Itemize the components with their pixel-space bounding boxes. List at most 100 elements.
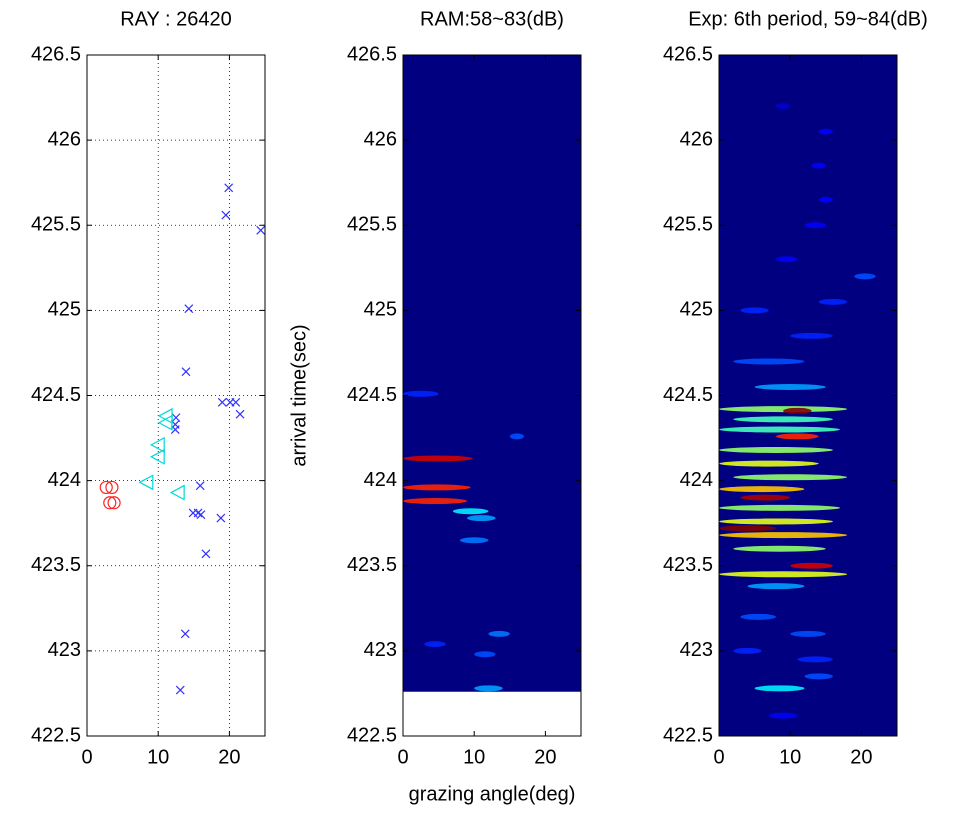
x-tick-label: 10 bbox=[779, 746, 801, 768]
y-tick-label: 426 bbox=[680, 128, 713, 150]
subplot-title: RAY : 26420 bbox=[120, 8, 232, 30]
heatmap-streak bbox=[783, 407, 812, 414]
y-tick-label: 422.5 bbox=[347, 724, 397, 746]
y-tick-label: 424.5 bbox=[31, 384, 81, 406]
heatmap-streak bbox=[719, 486, 805, 493]
y-tick-label: 422.5 bbox=[663, 724, 713, 746]
heatmap-streak bbox=[747, 583, 805, 590]
heatmap-streak bbox=[474, 651, 496, 658]
y-tick-label: 426 bbox=[48, 128, 81, 150]
marker-circle bbox=[99, 480, 113, 495]
marker-x bbox=[235, 409, 245, 419]
heatmap-streak bbox=[740, 613, 776, 620]
x-axis-label: grazing angle(deg) bbox=[409, 783, 576, 805]
subplot-title: RAM:58~83(dB) bbox=[420, 8, 564, 30]
x-tick-label: 10 bbox=[463, 746, 485, 768]
y-tick-label: 423 bbox=[48, 639, 81, 661]
y-tick-label: 424 bbox=[48, 469, 81, 491]
marker-x bbox=[231, 397, 241, 407]
y-tick-label: 425.5 bbox=[347, 214, 397, 236]
marker-x bbox=[196, 510, 206, 520]
marker-x bbox=[184, 304, 194, 314]
heatmap-streak bbox=[459, 537, 489, 544]
heatmap-streak bbox=[403, 455, 473, 462]
heatmap-streak bbox=[719, 525, 776, 532]
marker-x bbox=[181, 367, 191, 377]
heatmap-streak bbox=[790, 562, 833, 569]
heatmap-streak bbox=[854, 273, 876, 280]
heatmap-streak bbox=[797, 656, 833, 663]
y-tick-label: 426 bbox=[364, 128, 397, 150]
y-tick-label: 424.5 bbox=[347, 384, 397, 406]
heatmap-streak bbox=[754, 383, 826, 390]
y-tick-label: 426.5 bbox=[663, 43, 713, 65]
heatmap-streak bbox=[768, 712, 798, 719]
marker-circle bbox=[107, 496, 121, 510]
marker-x bbox=[221, 210, 231, 220]
subplot-title: Exp: 6th period, 59~84(dB) bbox=[688, 8, 928, 30]
marker-triangle bbox=[157, 414, 173, 431]
y-tick-label: 423 bbox=[364, 639, 397, 661]
marker-x bbox=[217, 397, 227, 407]
heatmap-streak bbox=[775, 433, 819, 440]
heatmap-streak bbox=[403, 390, 439, 397]
x-tick-label: 10 bbox=[147, 746, 169, 768]
y-tick-label: 424 bbox=[364, 469, 397, 491]
heatmap-streak bbox=[509, 433, 525, 440]
heatmap-streak bbox=[740, 494, 791, 501]
heatmap-streak bbox=[733, 474, 848, 481]
heatmap-streak bbox=[818, 128, 833, 135]
marker-x bbox=[180, 629, 190, 639]
heatmap-streak bbox=[719, 406, 848, 413]
y-tick-label: 423.5 bbox=[663, 554, 713, 576]
heatmap-streak bbox=[719, 532, 848, 539]
axes-frame bbox=[402, 54, 582, 737]
subplot: 422.5 423 423.5 424 424.5 425 425.5 426 426.5 0 10… bbox=[31, 8, 266, 768]
y-tick-label: 425 bbox=[48, 299, 81, 321]
y-tick-label: 423.5 bbox=[31, 554, 81, 576]
heatmap-streak bbox=[754, 685, 805, 692]
subplot: 422.5 423 423.5 424 424.5 425 425.5 426 426.5 0 10… bbox=[288, 8, 582, 805]
y-tick-label: 425 bbox=[680, 299, 713, 321]
heatmap-streak bbox=[775, 256, 798, 263]
x-tick-label: 0 bbox=[81, 746, 92, 768]
subplot: 422.5 423 423.5 424 424.5 425 425.5 426 426.5 0 10… bbox=[663, 8, 928, 768]
heatmap-streak bbox=[719, 446, 833, 453]
heatmap-streak bbox=[719, 571, 848, 578]
marker-triangle bbox=[169, 484, 185, 501]
y-tick-label: 426.5 bbox=[347, 43, 397, 65]
y-tick-label: 424.5 bbox=[663, 384, 713, 406]
marker-x bbox=[256, 225, 266, 235]
heatmap-streak bbox=[467, 515, 496, 522]
marker-circle bbox=[103, 496, 117, 510]
marker-x bbox=[195, 481, 205, 491]
x-tick-label: 20 bbox=[850, 746, 872, 768]
heatmap-streak bbox=[403, 484, 471, 491]
y-tick-label: 426.5 bbox=[31, 43, 81, 65]
y-axis-label: arrival time(sec) bbox=[288, 324, 310, 466]
marker-x bbox=[216, 513, 226, 523]
heatmap-streak bbox=[733, 416, 833, 423]
x-tick-label: 0 bbox=[713, 746, 724, 768]
heatmap-streak bbox=[403, 498, 468, 505]
marker-triangle bbox=[138, 474, 154, 491]
marker-circle bbox=[105, 480, 119, 495]
heatmap-streak bbox=[452, 508, 489, 515]
heatmap-streak bbox=[740, 307, 769, 314]
x-tick-label: 0 bbox=[397, 746, 408, 768]
heatmap-streak bbox=[474, 685, 503, 692]
heatmap-streak bbox=[719, 518, 833, 525]
marker-x bbox=[201, 549, 211, 559]
y-tick-label: 424 bbox=[680, 469, 713, 491]
heatmap-streak bbox=[424, 641, 446, 648]
heatmap-streak bbox=[804, 673, 833, 680]
heatmap-streak bbox=[790, 630, 826, 637]
heatmap-background bbox=[719, 55, 897, 736]
y-tick-label: 423 bbox=[680, 639, 713, 661]
heatmap-streak bbox=[719, 504, 841, 511]
y-tick-label: 425.5 bbox=[663, 214, 713, 236]
axes-frame bbox=[86, 54, 266, 737]
y-tick-label: 425.5 bbox=[31, 214, 81, 236]
marker-triangle bbox=[149, 436, 165, 453]
